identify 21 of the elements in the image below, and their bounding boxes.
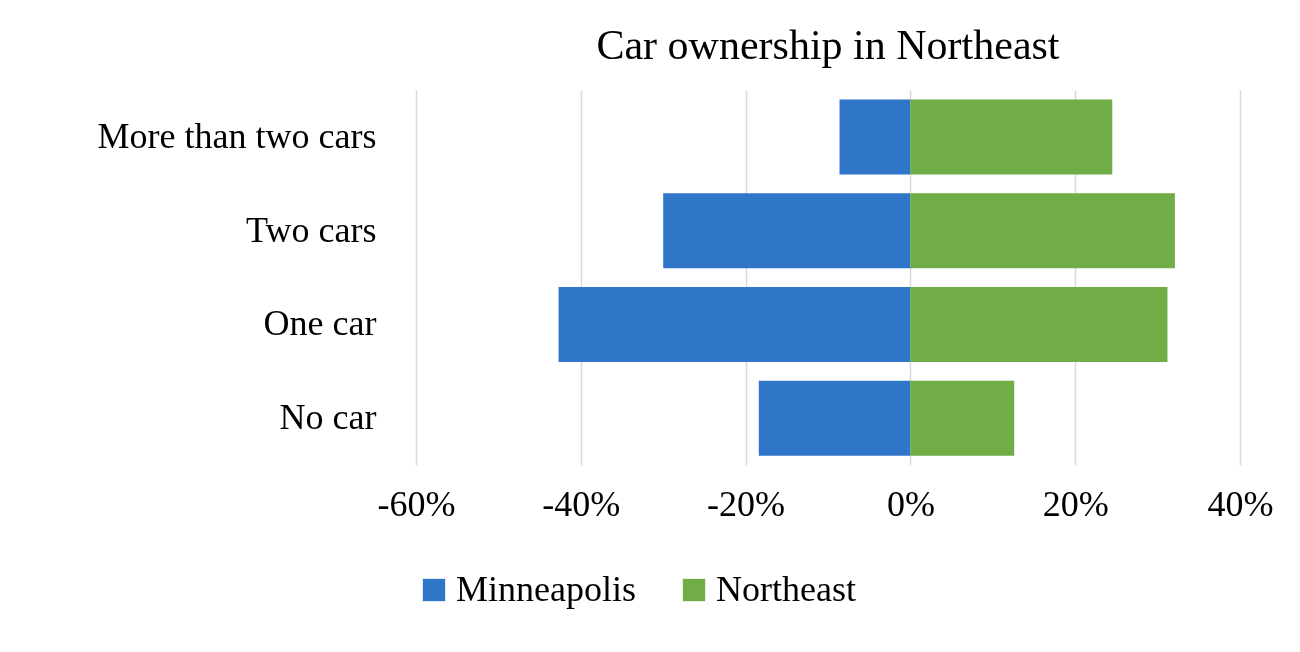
x-tick-label: -40% <box>542 483 621 524</box>
y-tick-label: More than two cars <box>97 115 377 156</box>
x-tick-label: 40% <box>1207 483 1274 524</box>
bar <box>910 286 1168 362</box>
bar <box>910 99 1113 175</box>
bar <box>910 380 1015 456</box>
bar <box>910 193 1175 269</box>
legend-label: Minneapolis <box>456 569 636 609</box>
bar <box>758 380 911 456</box>
x-tick-label: -20% <box>707 483 786 524</box>
y-tick-label: Two cars <box>246 209 377 250</box>
bar <box>663 193 911 269</box>
x-tick-label: -60% <box>377 483 456 524</box>
bar <box>558 286 911 362</box>
x-tick-label: 0% <box>886 483 935 524</box>
y-tick-label: No car <box>279 397 377 438</box>
y-tick-label: One car <box>263 303 377 344</box>
x-tick-label: 20% <box>1042 483 1109 524</box>
bar <box>839 99 911 175</box>
legend-label: Northeast <box>716 569 856 609</box>
chart-title: Car ownership in Northeast <box>596 22 1060 68</box>
